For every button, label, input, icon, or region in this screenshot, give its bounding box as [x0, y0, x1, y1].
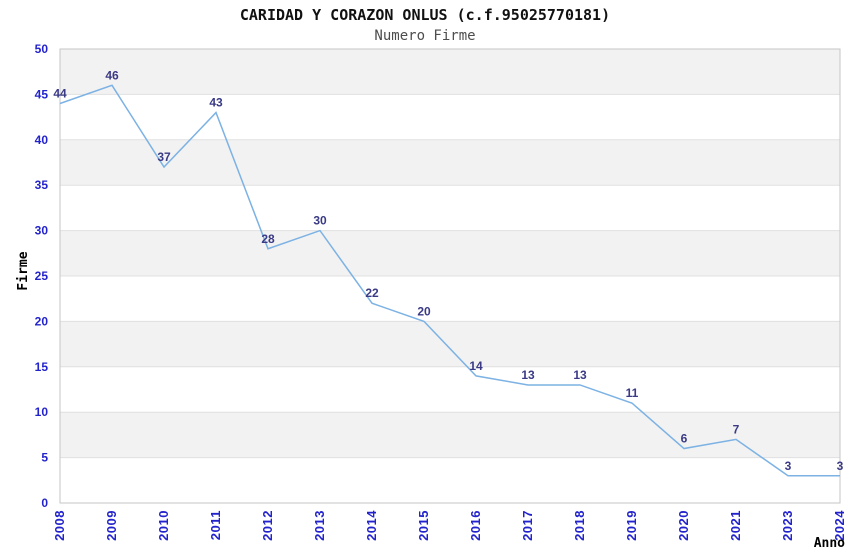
y-axis-title: Firme: [16, 251, 31, 290]
x-tick-label: 2016: [468, 510, 483, 541]
x-tick-label: 2019: [624, 510, 639, 541]
data-point-label: 6: [681, 432, 688, 446]
band-row: [60, 457, 840, 503]
y-tick-label: 40: [35, 133, 49, 147]
y-tick-label: 35: [35, 178, 49, 192]
x-axis-title: Anno: [814, 536, 845, 550]
data-point-label: 14: [469, 359, 483, 373]
data-point-label: 11: [626, 386, 639, 400]
y-tick-label: 30: [35, 224, 49, 238]
data-point-label: 44: [53, 86, 67, 100]
band-row: [60, 139, 840, 186]
x-tick-label: 2014: [364, 510, 379, 541]
data-point-label: 28: [261, 232, 275, 246]
chart-subtitle: Numero Firme: [374, 28, 476, 44]
x-tick-label: 2024: [832, 510, 847, 541]
x-tick-label: 2020: [676, 510, 691, 541]
data-point-label: 46: [105, 68, 119, 82]
firme-series-line: [59, 84, 840, 477]
band-row: [60, 412, 840, 458]
y-tick-label: 15: [35, 360, 49, 374]
band-row: [60, 94, 840, 140]
x-tick-label: 2023: [780, 510, 795, 541]
data-point-label: 37: [157, 150, 171, 164]
y-tick-label: 5: [41, 451, 48, 465]
data-point-label: 13: [521, 368, 535, 382]
data-point-label: 30: [313, 214, 327, 228]
y-tick-label: 10: [35, 405, 49, 419]
x-tick-label: 2013: [312, 510, 327, 541]
band-row: [60, 230, 840, 276]
band-row: [60, 185, 840, 231]
band-row: [60, 366, 840, 413]
band-row: [60, 321, 840, 367]
y-tick-label: 25: [35, 269, 49, 283]
data-point-label: 22: [365, 286, 379, 300]
x-tick-label: 2021: [728, 510, 743, 541]
y-tick-label: 20: [35, 314, 49, 328]
x-tick-label: 2018: [572, 510, 587, 541]
x-tick-label: 2008: [52, 510, 67, 541]
x-tick-label: 2009: [104, 510, 119, 541]
x-tick-label: 2011: [208, 510, 223, 540]
x-tick-label: 2010: [156, 510, 171, 541]
data-point-label: 7: [733, 422, 740, 436]
plot-border: [59, 48, 841, 504]
x-tick-label: 2012: [260, 510, 275, 541]
band-row: [60, 276, 840, 322]
data-point-label: 3: [785, 459, 792, 473]
x-tick-label: 2015: [416, 510, 431, 541]
data-point-label: 43: [209, 96, 223, 110]
data-point-label: 20: [417, 304, 431, 318]
y-tick-label: 50: [35, 42, 49, 56]
page-title: CARIDAD Y CORAZON ONLUS (c.f.95025770181…: [239, 6, 611, 24]
band-row: [60, 49, 840, 95]
x-tick-label: 2017: [520, 510, 535, 541]
data-point-label: 13: [573, 368, 587, 382]
data-point-label: 3: [837, 459, 844, 473]
y-tick-label: 45: [35, 87, 49, 101]
y-tick-label: 0: [41, 496, 48, 510]
